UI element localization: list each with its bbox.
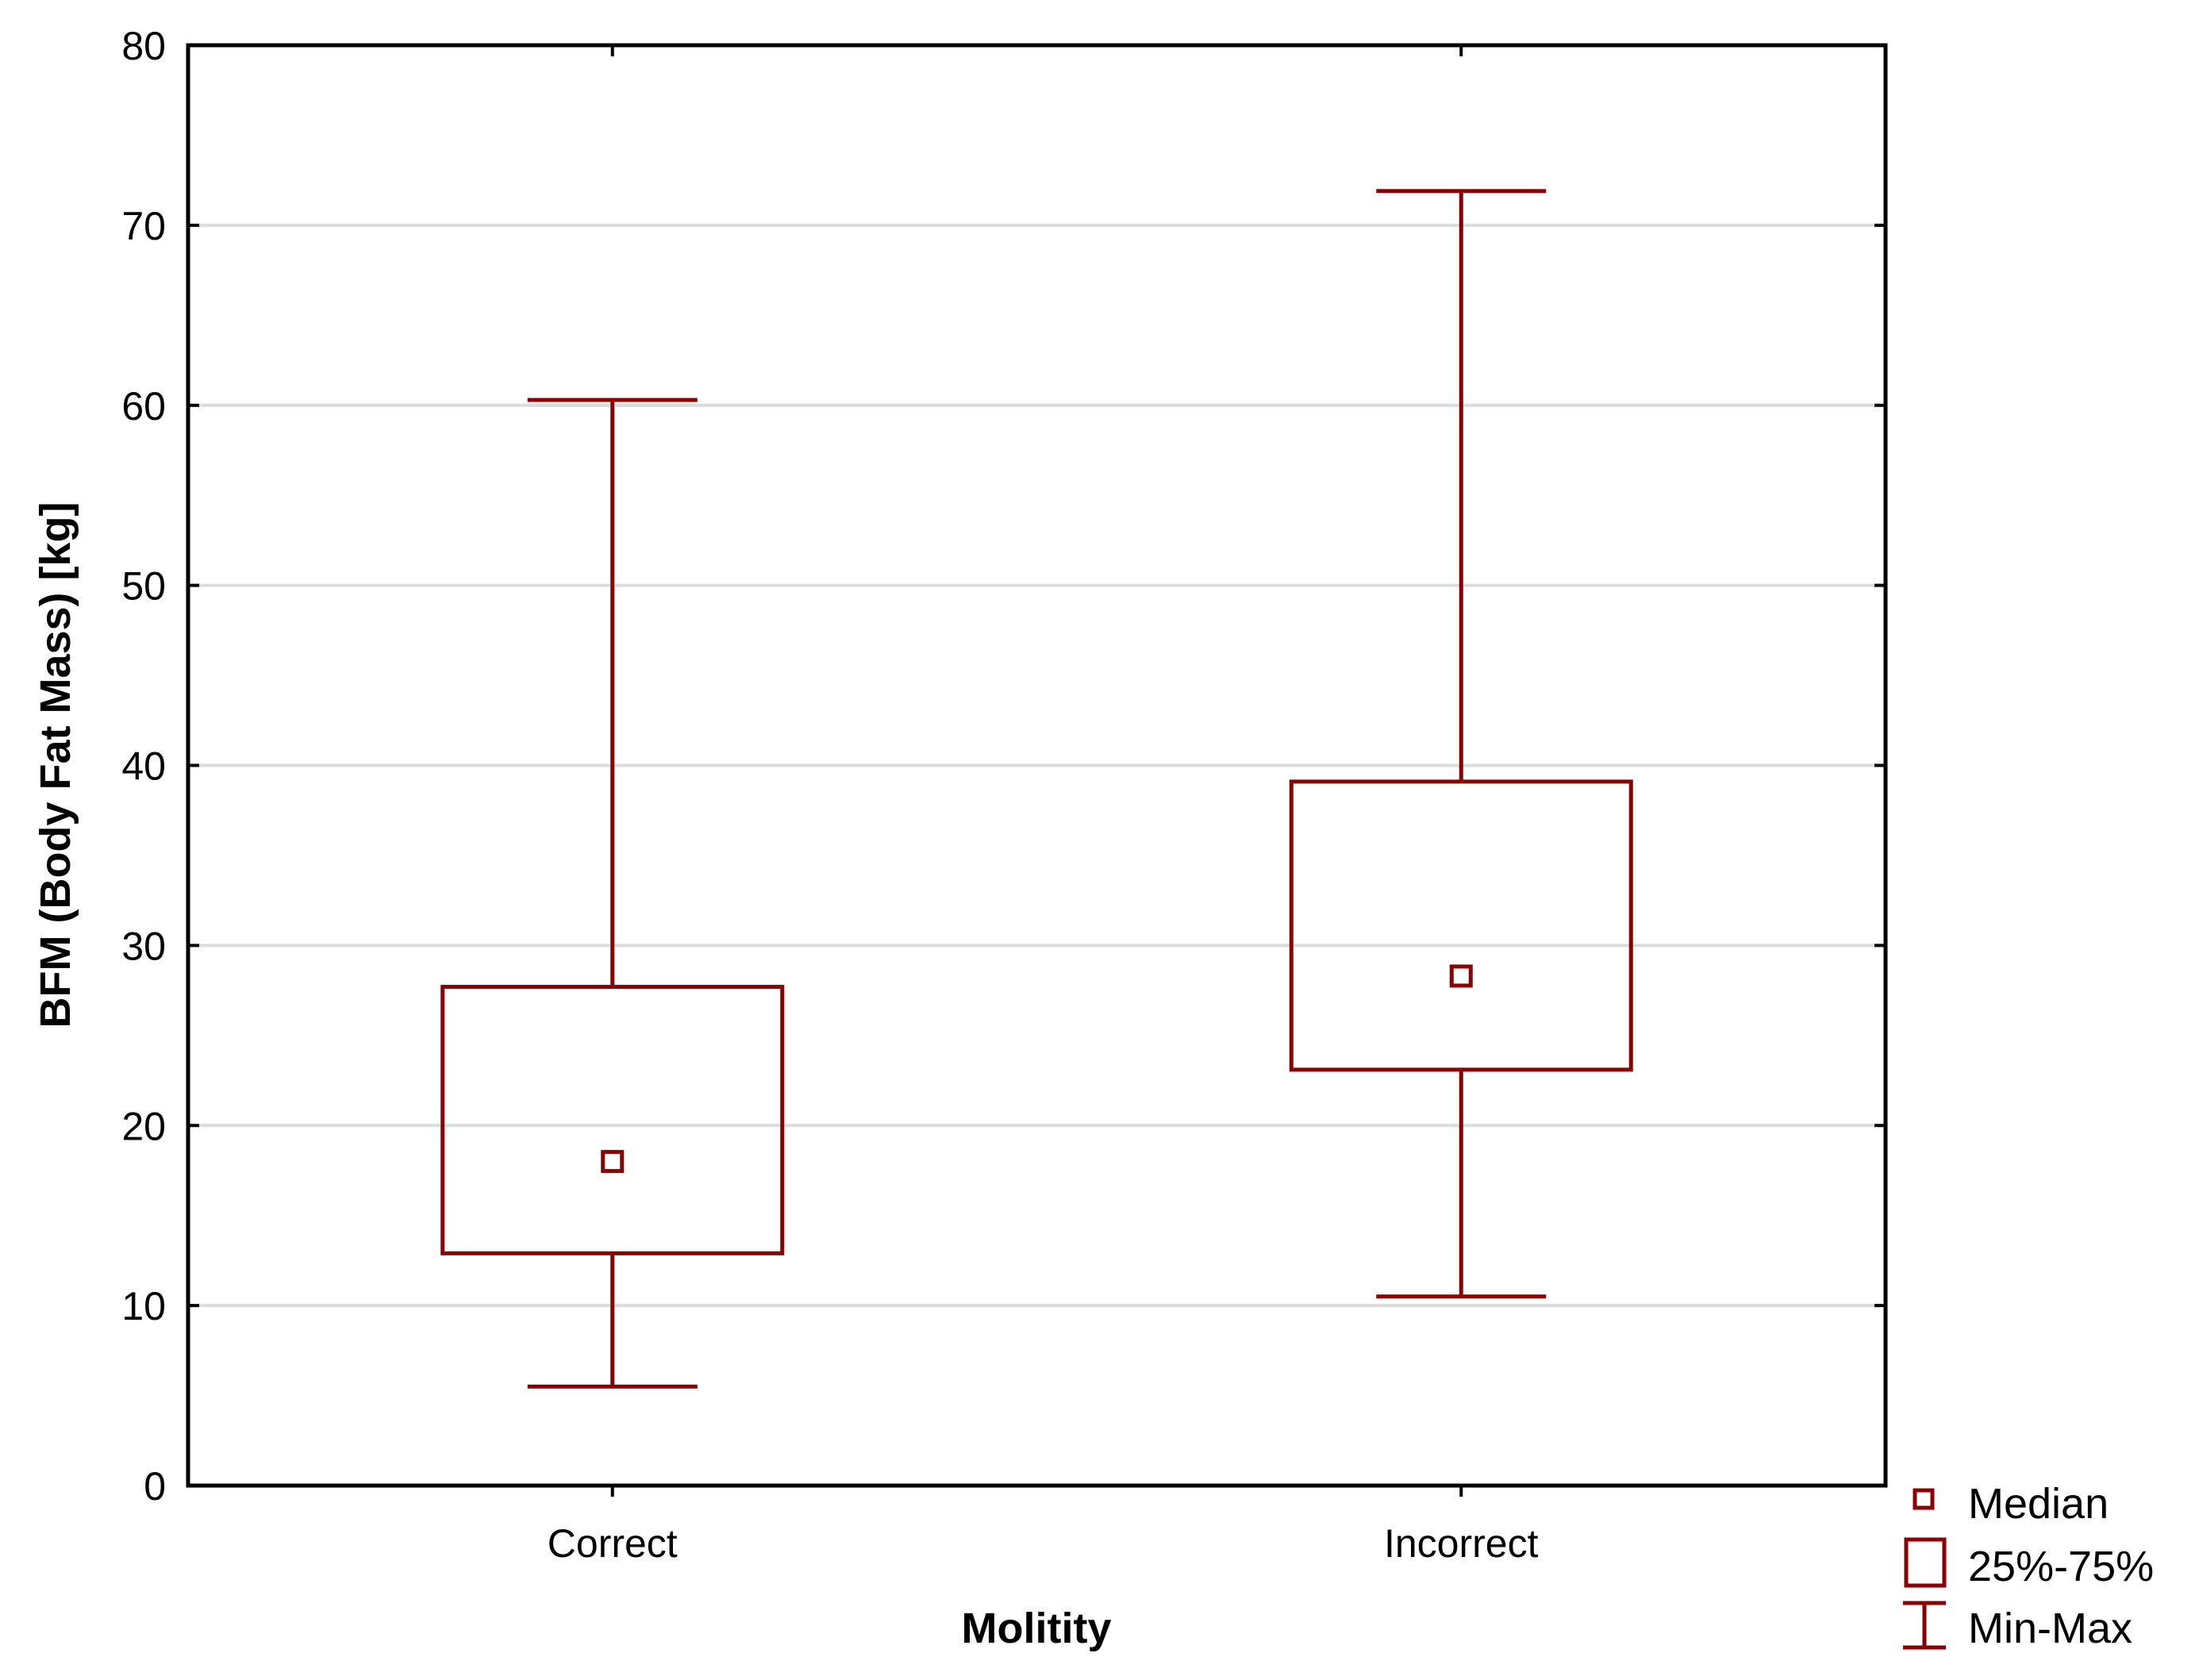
y-tick-label: 20 <box>121 1104 166 1148</box>
y-tick-label: 80 <box>121 24 166 68</box>
grid-lines <box>188 223 1886 1308</box>
legend: Median 25%-75% Min-Max <box>1903 1480 2154 1652</box>
y-tick-label: 40 <box>121 744 166 789</box>
y-tick-label: 70 <box>121 204 166 248</box>
median-marker <box>1449 964 1473 988</box>
iqr-box <box>440 985 785 1255</box>
x-axis-title: Molitity <box>962 1605 1112 1652</box>
y-axis-title: BFM (Body Fat Mass) [kg] <box>32 502 79 1028</box>
median-marker <box>601 1150 625 1174</box>
legend-median-icon <box>1913 1488 1935 1510</box>
legend-box-label: 25%-75% <box>1968 1543 2154 1590</box>
y-tick-label: 50 <box>121 564 166 609</box>
legend-minmax-label: Min-Max <box>1968 1605 2132 1652</box>
legend-minmax-icon <box>1903 1601 1946 1650</box>
box-incorrect <box>1289 189 1633 1299</box>
legend-median-label: Median <box>1968 1480 2109 1528</box>
iqr-box <box>1289 779 1633 1072</box>
y-tick-label: 0 <box>144 1464 166 1509</box>
y-tick-label: 30 <box>121 924 166 968</box>
y-tick-label: 60 <box>121 384 166 429</box>
legend-box-icon <box>1904 1537 1947 1588</box>
x-tick-label: Incorrect <box>1384 1521 1539 1566</box>
axis-ticks: 0 10 20 30 40 50 60 70 80 Correct Incorrect <box>121 24 1886 1566</box>
y-tick-label: 10 <box>121 1284 166 1328</box>
x-tick-label: Correct <box>548 1521 678 1566</box>
box-series <box>440 189 1633 1389</box>
box-correct <box>440 398 785 1389</box>
